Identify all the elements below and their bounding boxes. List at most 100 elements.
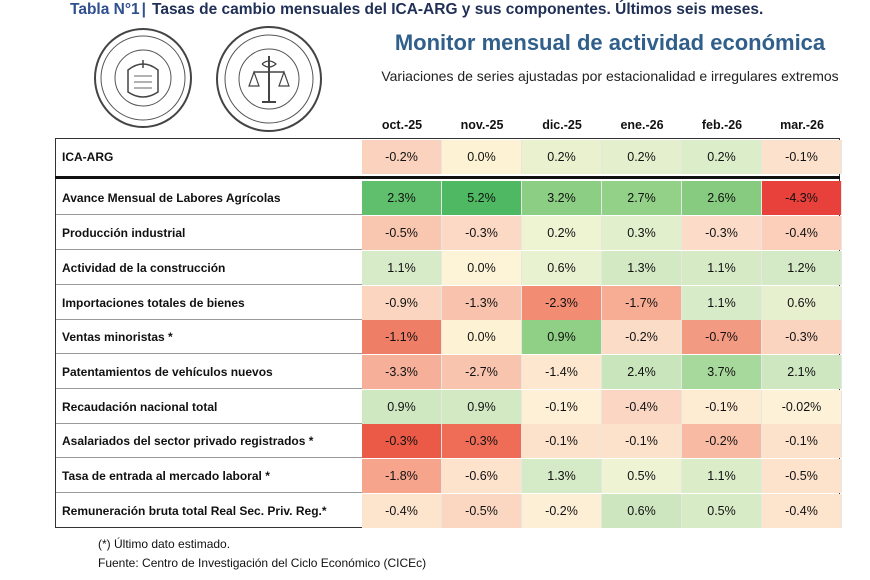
column-header: dic.-25 bbox=[542, 118, 582, 132]
table-row: Importaciones totales de bienes -0.9% -1.3… bbox=[56, 286, 842, 320]
table-cell: 0.9% bbox=[522, 320, 602, 354]
table-cell: -0.4% bbox=[762, 494, 842, 528]
table-cell: 1.1% bbox=[682, 286, 762, 320]
table-cell: 1.3% bbox=[602, 251, 682, 285]
table-separator bbox=[55, 176, 840, 179]
table-cell: 5.2% bbox=[442, 181, 522, 215]
table-cell: -0.2% bbox=[682, 424, 762, 458]
table-cell: -0.9% bbox=[362, 286, 442, 320]
table-cell: -1.8% bbox=[362, 459, 442, 493]
column-header: oct.-25 bbox=[381, 118, 423, 132]
table-cell: -1.4% bbox=[522, 355, 602, 389]
table-cell: 1.3% bbox=[522, 459, 602, 493]
column-header: ene.-26 bbox=[620, 118, 664, 132]
table-cell: -0.1% bbox=[682, 390, 762, 424]
row-label: Tasa de entrada al mercado laboral * bbox=[62, 469, 270, 483]
table-cell: -0.4% bbox=[362, 494, 442, 528]
table-number: Tabla N°1 bbox=[70, 1, 140, 18]
table-row: Actividad de la construcción 1.1% 0.0% 0.6%… bbox=[56, 251, 842, 285]
table-cell: 0.2% bbox=[522, 216, 602, 250]
table-cell: 0.6% bbox=[522, 251, 602, 285]
table-cell: -0.3% bbox=[682, 216, 762, 250]
table-cell: -2.3% bbox=[522, 286, 602, 320]
table-row: Remuneración bruta total Real Sec. Priv.… bbox=[56, 494, 842, 528]
table-cell: -0.1% bbox=[522, 424, 602, 458]
table-cell: -0.4% bbox=[762, 216, 842, 250]
table-cell: -4.3% bbox=[762, 181, 842, 215]
table-cell: 0.2% bbox=[522, 140, 602, 174]
table-row: Ventas minoristas * -1.1% 0.0% 0.9% -0.2% -0.… bbox=[56, 320, 842, 354]
table-cell: 2.1% bbox=[762, 355, 842, 389]
table-row: Patentamientos de vehículos nuevos -3.3% -… bbox=[56, 355, 842, 389]
caption-divider: | bbox=[141, 1, 146, 18]
table-cell: -0.2% bbox=[362, 140, 442, 174]
table-cell: 2.7% bbox=[602, 181, 682, 215]
table-cell: 3.7% bbox=[682, 355, 762, 389]
table-cell: 1.1% bbox=[362, 251, 442, 285]
table-cell: 0.6% bbox=[762, 286, 842, 320]
table-cell: 0.6% bbox=[602, 494, 682, 528]
monitor-title: Monitor mensual de actividad económica bbox=[394, 30, 826, 55]
column-header: feb.-26 bbox=[701, 118, 743, 132]
table-cell: 0.9% bbox=[442, 390, 522, 424]
table-cell: -3.3% bbox=[362, 355, 442, 389]
row-label: Producción industrial bbox=[62, 226, 186, 240]
table-cell: -0.4% bbox=[602, 390, 682, 424]
table-cell: -0.3% bbox=[442, 216, 522, 250]
table-cell: -1.1% bbox=[362, 320, 442, 354]
table-cell: 0.0% bbox=[442, 320, 522, 354]
column-header: nov.-25 bbox=[460, 118, 504, 132]
table-cell: 1.1% bbox=[682, 459, 762, 493]
table-cell: -0.1% bbox=[762, 140, 842, 174]
footnote: (*) Último dato estimado. bbox=[98, 537, 231, 551]
source-note: Fuente: Centro de Investigación del Cicl… bbox=[98, 556, 427, 570]
table-cell: -0.5% bbox=[442, 494, 522, 528]
table-caption: Tabla N°1 | Tasas de cambio mensuales del … bbox=[70, 1, 763, 19]
table-cell: 2.3% bbox=[362, 181, 442, 215]
table-cell: -2.7% bbox=[442, 355, 522, 389]
table-cell: 1.2% bbox=[762, 251, 842, 285]
row-label: Asalariados del sector privado registrad… bbox=[62, 434, 314, 448]
row-label: Actividad de la construcción bbox=[62, 261, 226, 275]
row-label: Recaudación nacional total bbox=[62, 400, 218, 414]
table-cell: -0.6% bbox=[442, 459, 522, 493]
bolsa-rosario-seal bbox=[216, 26, 322, 132]
row-label: Importaciones totales de bienes bbox=[62, 296, 245, 310]
table-cell: 0.2% bbox=[602, 140, 682, 174]
table-row: ICA-ARG -0.2% 0.0% 0.2% 0.2% 0.2% -0.1% bbox=[56, 140, 842, 174]
table-cell: 2.4% bbox=[602, 355, 682, 389]
table-cell: -0.02% bbox=[762, 390, 842, 424]
table-cell: -1.3% bbox=[442, 286, 522, 320]
table-cell: 0.3% bbox=[602, 216, 682, 250]
row-label: Patentamientos de vehículos nuevos bbox=[62, 365, 273, 379]
table-cell: -0.7% bbox=[682, 320, 762, 354]
table-cell: -0.3% bbox=[362, 424, 442, 458]
row-label: Avance Mensual de Labores Agrícolas bbox=[62, 191, 281, 205]
table-cell: 3.2% bbox=[522, 181, 602, 215]
table-row: Avance Mensual de Labores Agrícolas 2.3% 5… bbox=[56, 181, 842, 215]
bolsa-santa-fe-seal bbox=[94, 28, 192, 128]
table-row: Asalariados del sector privado registrad… bbox=[56, 424, 842, 458]
table-cell: -0.3% bbox=[442, 424, 522, 458]
table-cell: 0.0% bbox=[442, 251, 522, 285]
column-header: mar.-26 bbox=[780, 118, 824, 132]
table-cell: -0.1% bbox=[762, 424, 842, 458]
table-caption-text: Tasas de cambio mensuales del ICA-ARG y … bbox=[152, 1, 764, 18]
table-row: Producción industrial -0.5% -0.3% 0.2% 0.3% -… bbox=[56, 216, 842, 250]
table-row: Recaudación nacional total 0.9% 0.9% -0.1% -… bbox=[56, 390, 842, 424]
table-cell: -0.2% bbox=[602, 320, 682, 354]
row-label: Remuneración bruta total Real Sec. Priv.… bbox=[62, 504, 327, 518]
table-cell: -0.2% bbox=[522, 494, 602, 528]
table-cell: -1.7% bbox=[602, 286, 682, 320]
table-cell: 0.0% bbox=[442, 140, 522, 174]
row-label: Ventas minoristas * bbox=[62, 330, 173, 344]
table-cell: -0.5% bbox=[762, 459, 842, 493]
table-cell: 0.5% bbox=[602, 459, 682, 493]
table-cell: -0.3% bbox=[762, 320, 842, 354]
table-cell: -0.5% bbox=[362, 216, 442, 250]
table-cell: 2.6% bbox=[682, 181, 762, 215]
table-cell: -0.1% bbox=[602, 424, 682, 458]
table-row: Tasa de entrada al mercado laboral * -1.8… bbox=[56, 459, 842, 493]
table-cell: 1.1% bbox=[682, 251, 762, 285]
row-label: ICA-ARG bbox=[62, 150, 114, 164]
